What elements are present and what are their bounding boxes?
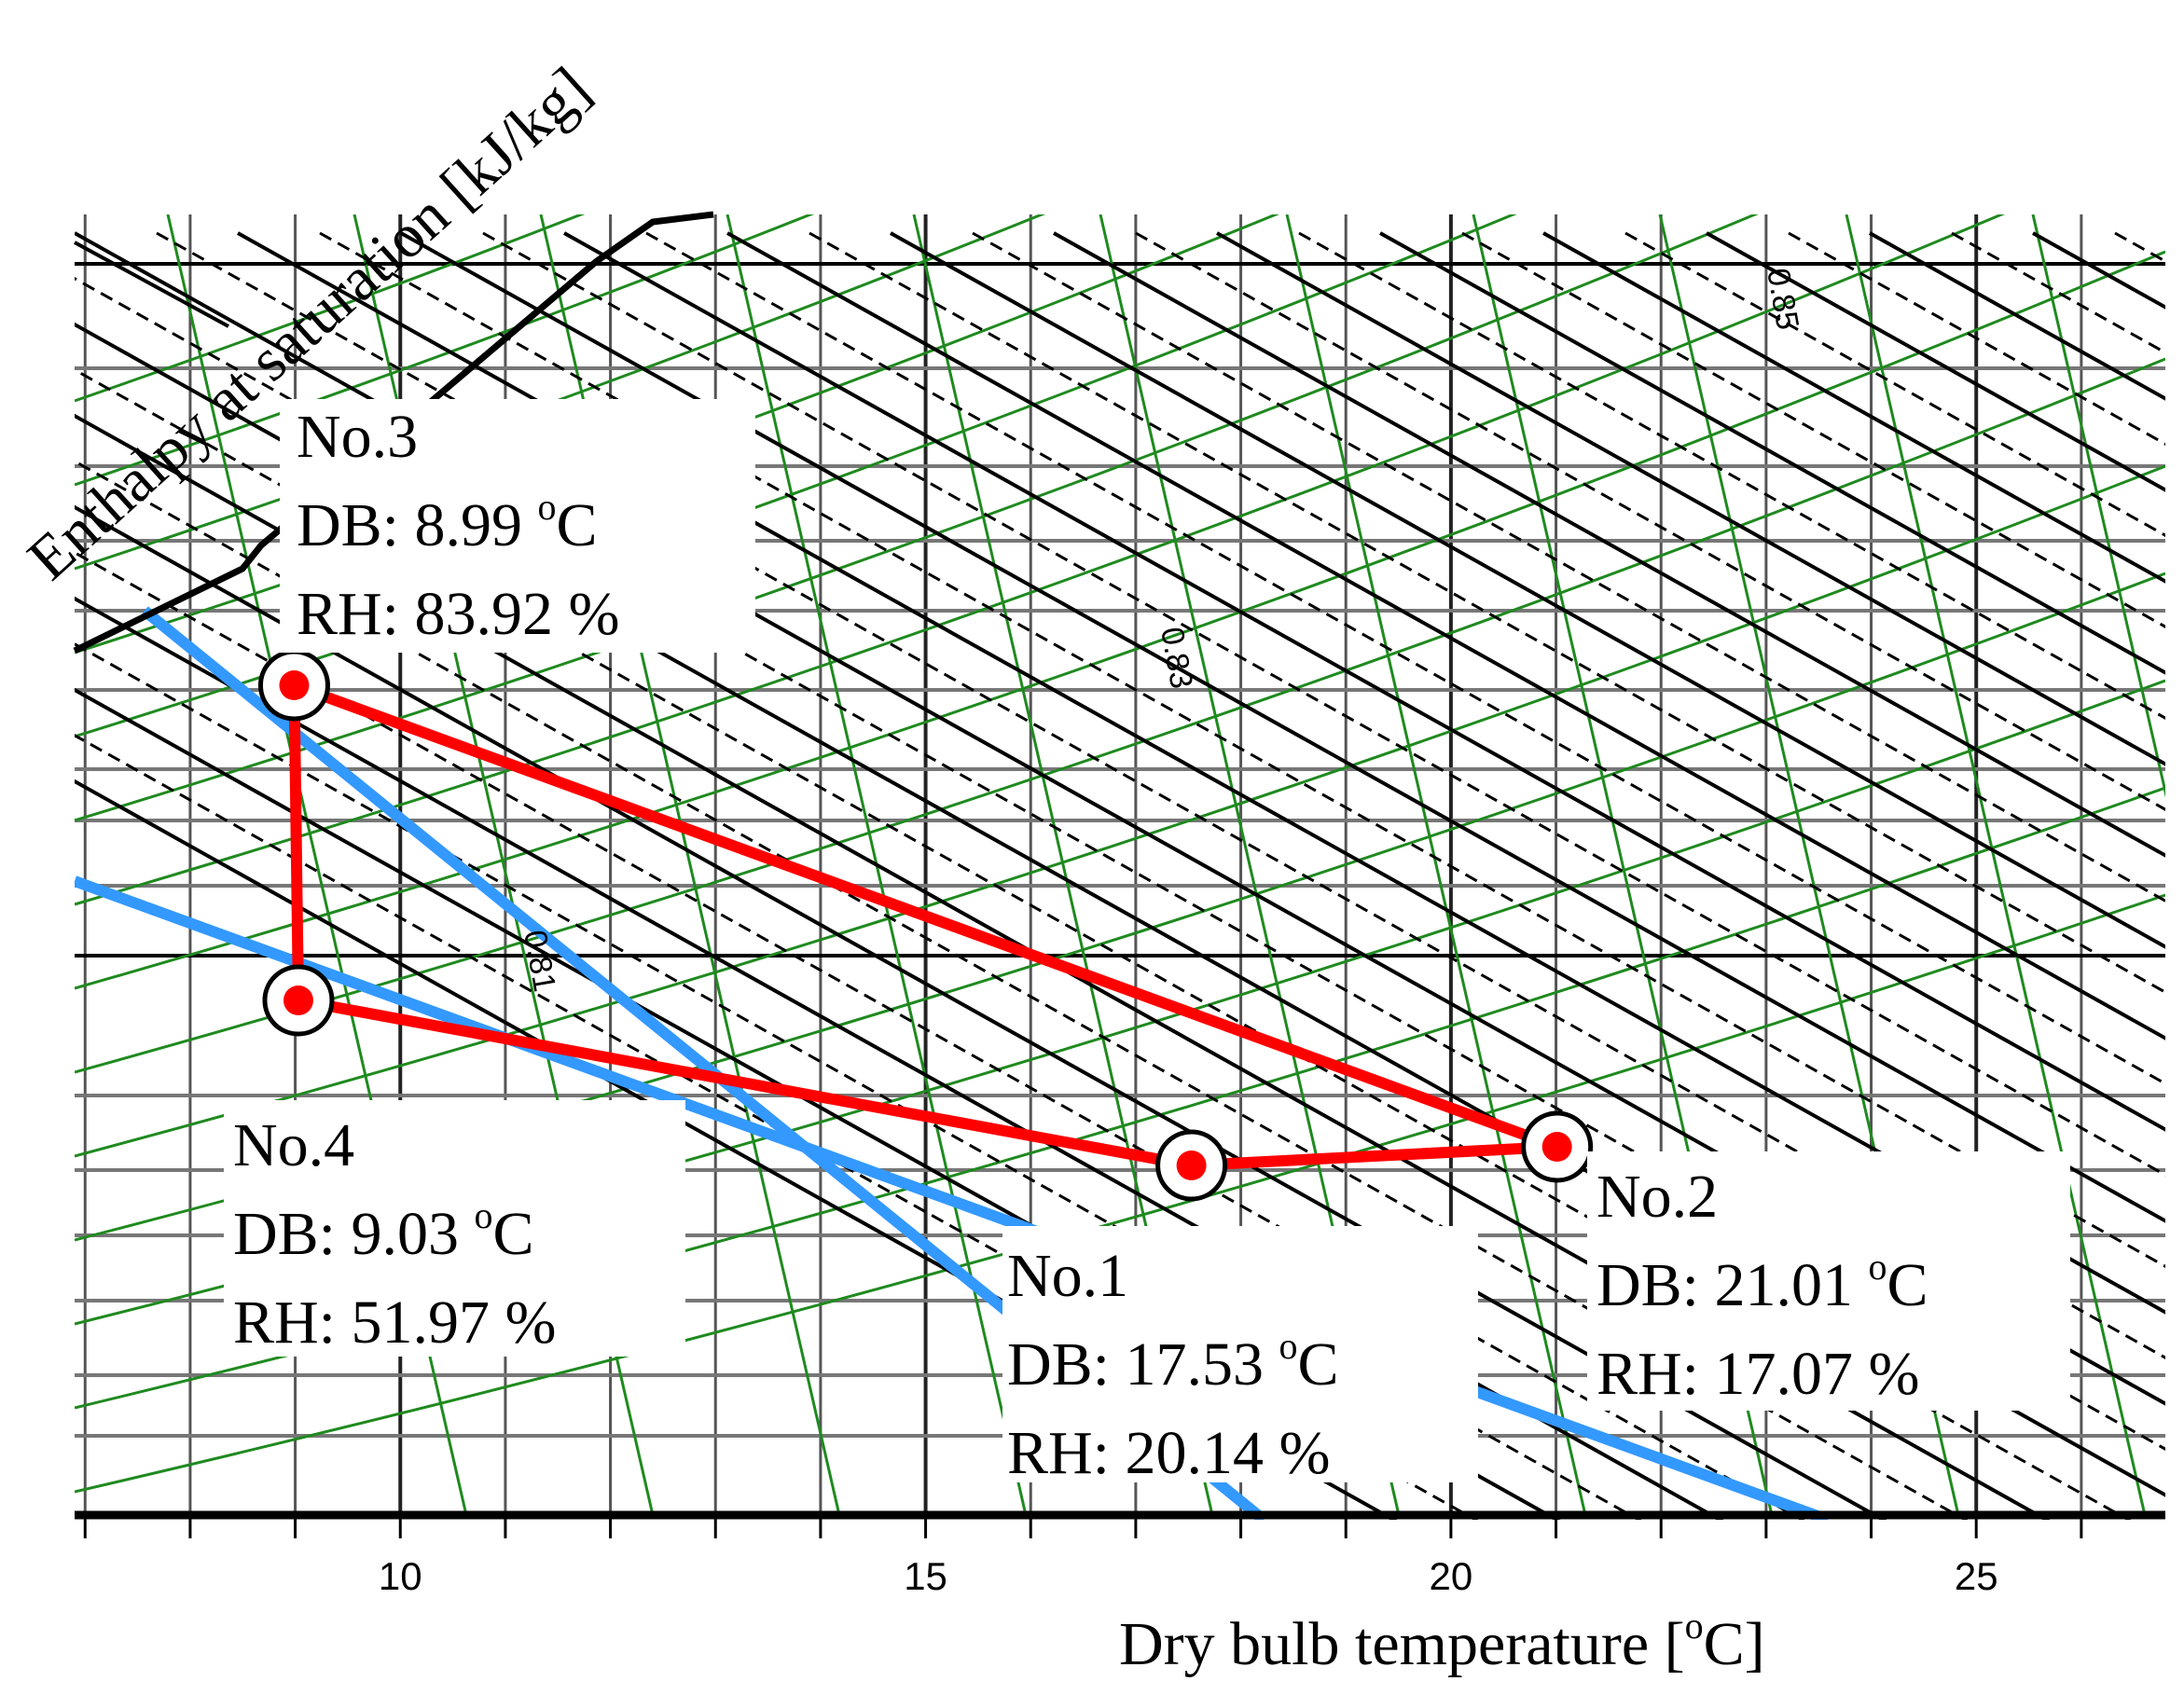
point-db-no4-text: DB: 9.03 xyxy=(233,1200,475,1268)
state-point-no4 xyxy=(283,985,313,1015)
x-axis-tick-labels: 10 15 20 25 xyxy=(379,1554,1998,1598)
point-db-no1-text: DB: 17.53 xyxy=(1007,1330,1279,1399)
rh-curve-5 xyxy=(75,357,2165,1074)
point-db-no3-text: DB: 8.99 xyxy=(297,491,538,559)
enthalpy-dashed-14 xyxy=(1461,231,2165,628)
point-db-no2-text: DB: 21.01 xyxy=(1597,1251,1869,1319)
point-db-no4-sup: o xyxy=(475,1194,493,1236)
label-box-no3: No.3 DB: 8.99 oC RH: 83.92 % xyxy=(280,399,755,653)
point-label-no4: No.4 xyxy=(233,1111,354,1179)
point-db-no1: DB: 17.53 oC xyxy=(1007,1325,1339,1399)
enthalpy-dashed-10 xyxy=(809,231,2165,994)
enthalpy-line-13 xyxy=(1216,231,2165,766)
point-db-no3-unit: C xyxy=(557,491,598,559)
enthalpy-dashed-15 xyxy=(1624,231,2165,537)
rh-curve-4 xyxy=(75,464,2165,1158)
point-db-no2-unit: C xyxy=(1887,1251,1928,1319)
point-rh-no3: RH: 83.92 % xyxy=(297,580,620,648)
enthalpy-line-15 xyxy=(1542,231,2165,584)
enthalpy-line-8 xyxy=(400,231,2165,1223)
point-rh-no4: RH: 51.97 % xyxy=(233,1288,557,1357)
state-point-no2 xyxy=(1541,1132,1572,1162)
x-tick-label-20: 20 xyxy=(1430,1554,1473,1598)
enthalpy-line-9 xyxy=(563,231,2165,1132)
point-db-no4-unit: C xyxy=(493,1200,534,1268)
label-box-no2: No.2 DB: 21.01 oC RH: 17.07 % xyxy=(1587,1151,2070,1411)
point-db-no3-sup: o xyxy=(538,486,557,528)
x-tick-label-10: 10 xyxy=(379,1554,422,1598)
enthalpy-dashed-12 xyxy=(1135,231,2165,811)
x-axis-ticks xyxy=(83,1515,2083,1538)
label-box-no4: No.4 DB: 9.03 oC RH: 51.97 % xyxy=(224,1100,685,1357)
point-db-no4: DB: 9.03 oC xyxy=(233,1194,534,1268)
point-rh-no1: RH: 20.14 % xyxy=(1007,1419,1331,1487)
x-axis-title: Dry bulb temperature [oC] xyxy=(1119,1605,1765,1678)
volume-line-6 xyxy=(1285,214,1587,1516)
point-rh-no2: RH: 17.07 % xyxy=(1597,1340,1920,1408)
x-axis-title-sup: o xyxy=(1685,1605,1704,1647)
label-box-no1: No.1 DB: 17.53 oC RH: 20.14 % xyxy=(1002,1226,1478,1487)
x-axis-title-end: C] xyxy=(1704,1610,1765,1678)
enthalpy-dashed-9 xyxy=(645,231,2165,1085)
state-point-no1 xyxy=(1176,1151,1207,1180)
wet-bulb-line-lower xyxy=(75,875,1831,1520)
enthalpy-line-10 xyxy=(726,231,2165,1040)
state-points xyxy=(257,649,1594,1202)
rh-curve-12 xyxy=(75,214,815,487)
point-db-no1-sup: o xyxy=(1279,1325,1298,1367)
enthalpy-dashed-8 xyxy=(482,231,2165,1177)
volume-line-10 xyxy=(2031,214,2165,798)
x-tick-label-15: 15 xyxy=(904,1554,947,1598)
state-point-no3 xyxy=(279,670,310,700)
point-db-no3: DB: 8.99 oC xyxy=(297,486,598,559)
point-label-no1: No.1 xyxy=(1007,1242,1128,1310)
enthalpy-dashed-13 xyxy=(1298,231,2165,720)
enthalpy-line-12 xyxy=(1053,231,2165,858)
point-db-no1-unit: C xyxy=(1298,1330,1339,1399)
specific-volume-label-0.83: 0.83 xyxy=(1154,625,1199,692)
rh-curve-6 xyxy=(75,250,2165,990)
enthalpy-dashed-4 xyxy=(75,368,2132,1520)
enthalpy-line-16 xyxy=(1706,231,2165,492)
point-label-no2: No.2 xyxy=(1597,1163,1718,1231)
x-axis-title-main: Dry bulb temperature [ xyxy=(1119,1610,1685,1678)
enthalpy-scale-tick xyxy=(74,241,229,328)
rh-curve-13 xyxy=(75,214,586,403)
enthalpy-line-14 xyxy=(1379,231,2165,675)
point-db-no2: DB: 21.01 oC xyxy=(1597,1246,1928,1319)
rh-curve-0 xyxy=(75,893,2165,1494)
x-tick-label-25: 25 xyxy=(1955,1554,1998,1598)
enthalpy-dashed-11 xyxy=(972,231,2165,903)
point-label-no3: No.3 xyxy=(297,403,418,471)
point-db-no2-sup: o xyxy=(1869,1246,1887,1288)
enthalpy-line-11 xyxy=(890,231,2165,949)
